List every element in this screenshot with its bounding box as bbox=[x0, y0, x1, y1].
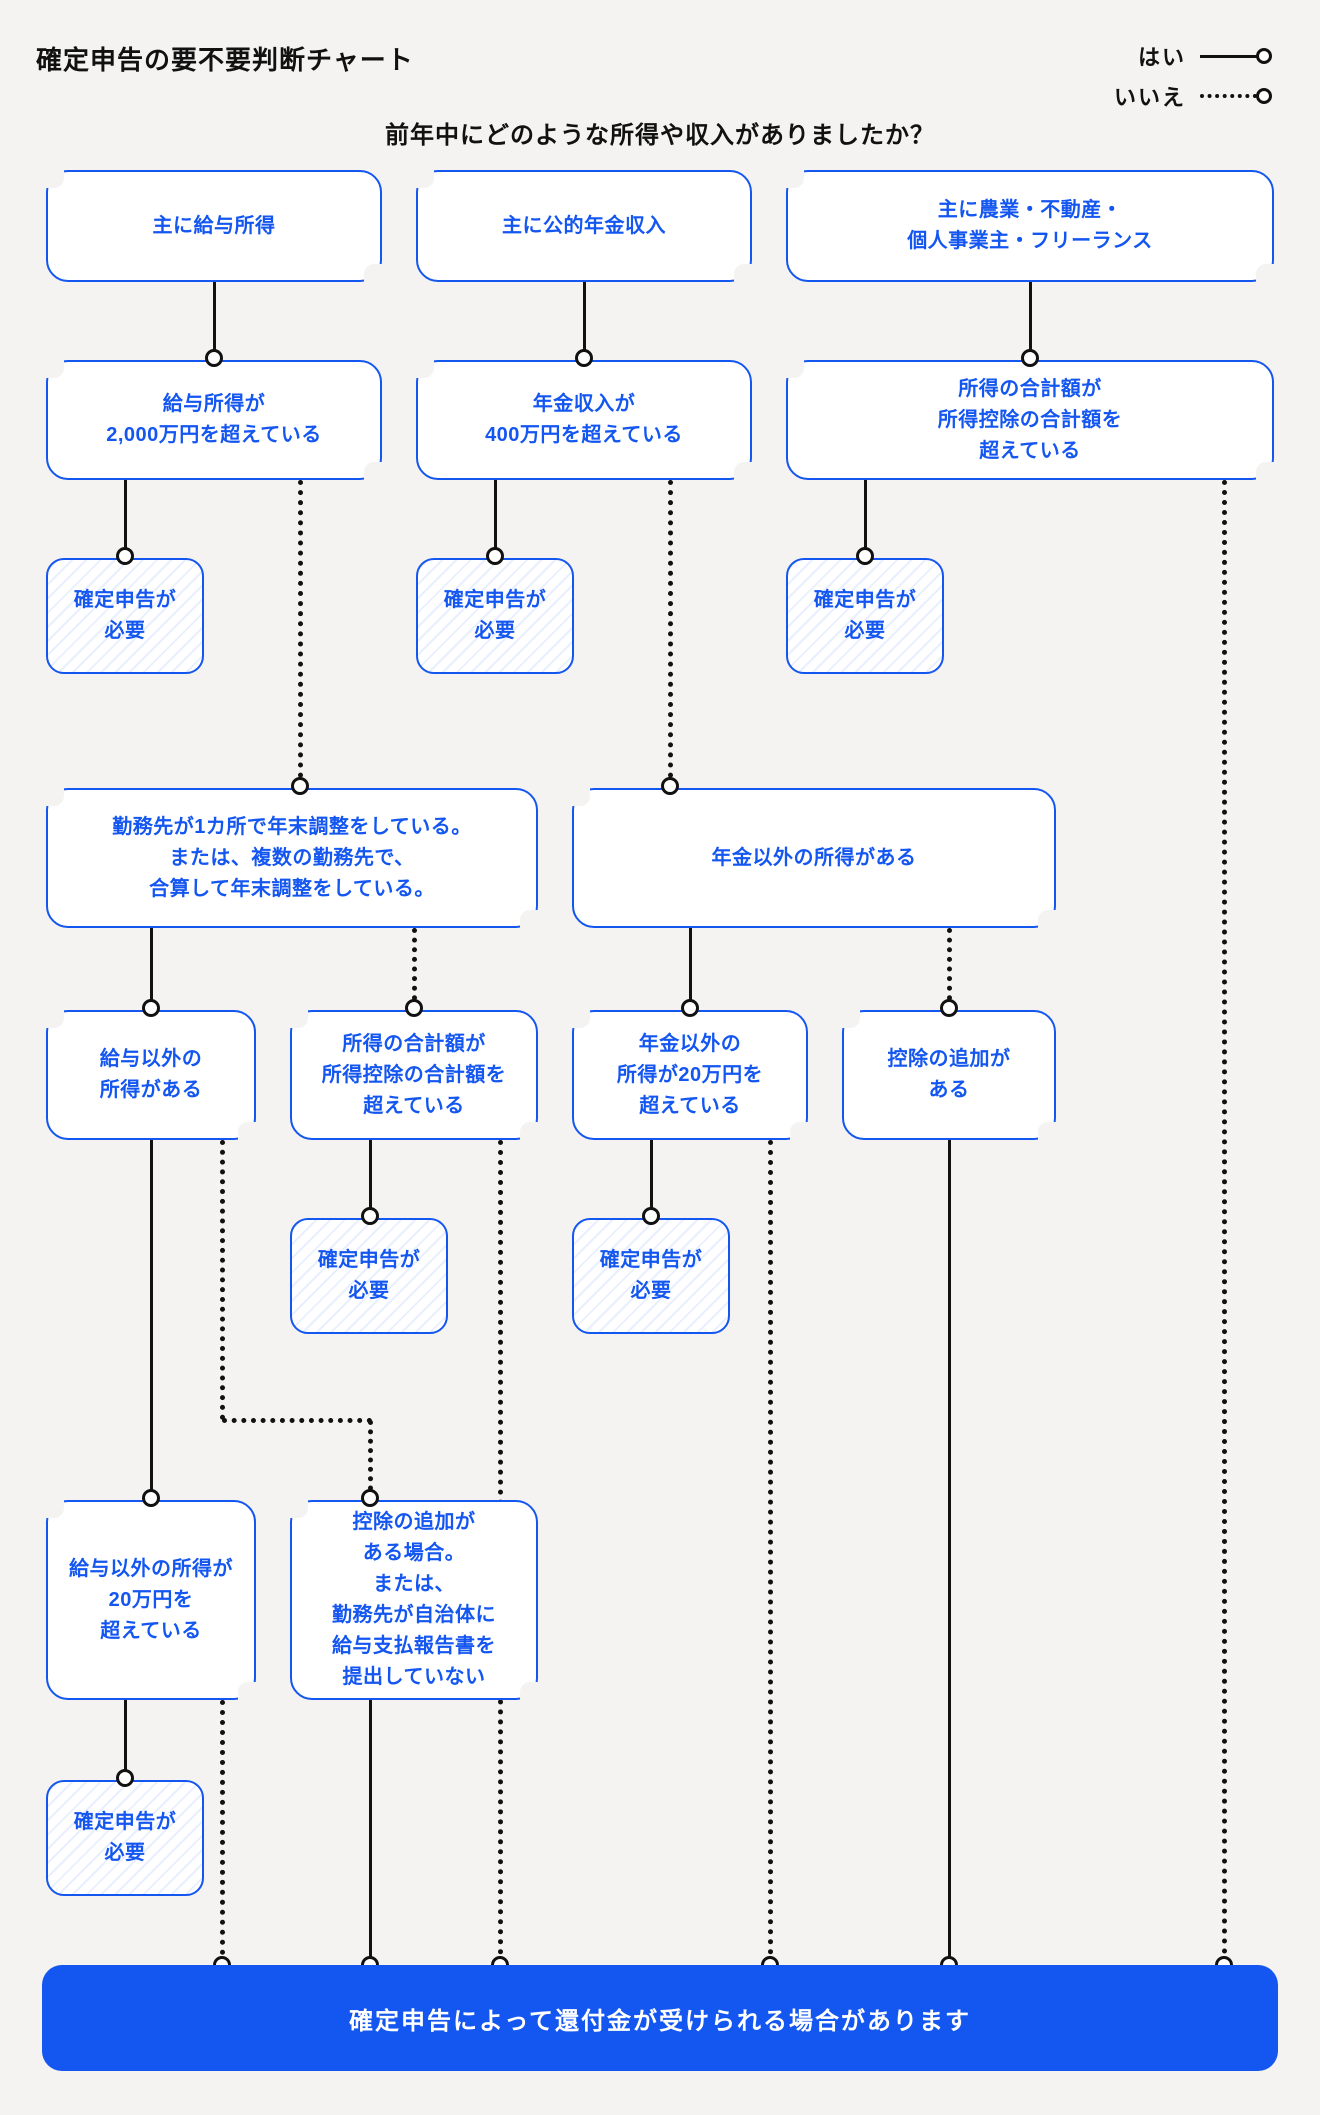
node-text: 所得の合計額が 所得控除の合計額を 超えている bbox=[304, 1019, 525, 1132]
result-node: 確定申告が 必要 bbox=[46, 558, 204, 674]
connector-dot bbox=[291, 777, 309, 795]
node-text: 所得の合計額が 所得控除の合計額を 超えている bbox=[920, 364, 1141, 477]
bottom-bar: 確定申告によって還付金が受けられる場合があります bbox=[42, 1965, 1278, 2071]
node-text: 控除の追加が ある bbox=[870, 1034, 1029, 1116]
result-node: 確定申告が 必要 bbox=[290, 1218, 448, 1334]
node-text: 控除の追加が ある場合。 または、 勤務先が自治体に 給与支払報告書を 提出して… bbox=[314, 1497, 514, 1703]
legend-dotted-line bbox=[1200, 88, 1272, 104]
connector-dot bbox=[116, 1769, 134, 1787]
legend-yes-label: はい bbox=[1138, 40, 1186, 72]
edge bbox=[150, 928, 153, 1010]
edge bbox=[220, 1700, 225, 1965]
connector-dot bbox=[940, 999, 958, 1017]
connector-dot bbox=[142, 1489, 160, 1507]
decision-node: 主に給与所得 bbox=[46, 170, 382, 282]
decision-node: 年金以外の 所得が20万円を 超えている bbox=[572, 1010, 808, 1140]
decision-node: 年金収入が 400万円を超えている bbox=[416, 360, 752, 480]
node-text: 年金以外の所得がある bbox=[694, 833, 935, 884]
connector-dot bbox=[486, 547, 504, 565]
connector-dot bbox=[405, 999, 423, 1017]
node-text: 確定申告が 必要 bbox=[582, 1235, 721, 1317]
connector-dot bbox=[661, 777, 679, 795]
edge bbox=[689, 928, 692, 1010]
decision-node: 給与所得が 2,000万円を超えている bbox=[46, 360, 382, 480]
node-text: 給与以外の所得が 20万円を 超えている bbox=[51, 1544, 251, 1657]
legend-no: いいえ bbox=[1114, 80, 1272, 112]
decision-node: 勤務先が1カ所で年末調整をしている。 または、複数の勤務先で、 合算して年末調整… bbox=[46, 788, 538, 928]
decision-node: 主に公的年金収入 bbox=[416, 170, 752, 282]
node-text: 確定申告が 必要 bbox=[300, 1235, 439, 1317]
node-text: 年金以外の 所得が20万円を 超えている bbox=[599, 1019, 781, 1132]
result-node: 確定申告が 必要 bbox=[572, 1218, 730, 1334]
edge bbox=[768, 1140, 773, 1965]
decision-node: 給与以外の所得が 20万円を 超えている bbox=[46, 1500, 256, 1700]
decision-node: 控除の追加が ある bbox=[842, 1010, 1056, 1140]
start-question: 前年中にどのような所得や収入がありましたか？ bbox=[0, 115, 1320, 150]
node-text: 給与所得が 2,000万円を超えている bbox=[88, 379, 340, 461]
node-text: 年金収入が 400万円を超えている bbox=[467, 379, 701, 461]
legend-solid-line bbox=[1200, 48, 1272, 64]
edge bbox=[948, 1140, 951, 1965]
edge bbox=[412, 928, 417, 1010]
edge bbox=[369, 1700, 372, 1965]
node-text: 給与以外の 所得がある bbox=[82, 1034, 221, 1116]
connector-dot bbox=[361, 1489, 379, 1507]
node-text: 確定申告が 必要 bbox=[56, 575, 195, 657]
legend-yes: はい bbox=[1114, 40, 1272, 72]
edge bbox=[220, 1140, 225, 1420]
node-text: 主に給与所得 bbox=[135, 201, 294, 252]
connector-dot bbox=[142, 999, 160, 1017]
legend: はい いいえ bbox=[1114, 40, 1272, 120]
connector-dot bbox=[575, 349, 593, 367]
node-text: 主に農業・不動産・ 個人事業主・フリーランス bbox=[889, 185, 1171, 267]
node-text: 確定申告が 必要 bbox=[426, 575, 565, 657]
result-node: 確定申告が 必要 bbox=[786, 558, 944, 674]
legend-no-label: いいえ bbox=[1114, 80, 1186, 112]
edge bbox=[150, 1140, 153, 1500]
connector-dot bbox=[856, 547, 874, 565]
node-text: 確定申告が 必要 bbox=[796, 575, 935, 657]
edge bbox=[124, 1700, 127, 1780]
edge bbox=[222, 1418, 372, 1423]
edge bbox=[947, 928, 952, 1010]
result-node: 確定申告が 必要 bbox=[416, 558, 574, 674]
decision-node: 控除の追加が ある場合。 または、 勤務先が自治体に 給与支払報告書を 提出して… bbox=[290, 1500, 538, 1700]
decision-node: 給与以外の 所得がある bbox=[46, 1010, 256, 1140]
node-text: 勤務先が1カ所で年末調整をしている。 または、複数の勤務先で、 合算して年末調整… bbox=[94, 802, 490, 915]
page-title: 確定申告の要不要判断チャート bbox=[36, 40, 414, 77]
edge bbox=[668, 480, 673, 788]
connector-dot bbox=[642, 1207, 660, 1225]
result-node: 確定申告が 必要 bbox=[46, 1780, 204, 1896]
edge bbox=[298, 480, 303, 788]
decision-node: 主に農業・不動産・ 個人事業主・フリーランス bbox=[786, 170, 1274, 282]
node-text: 確定申告が 必要 bbox=[56, 1797, 195, 1879]
connector-dot bbox=[361, 1207, 379, 1225]
connector-dot bbox=[681, 999, 699, 1017]
connector-dot bbox=[205, 349, 223, 367]
connector-dot bbox=[1021, 349, 1039, 367]
connector-dot bbox=[116, 547, 134, 565]
bottom-bar-text: 確定申告によって還付金が受けられる場合があります bbox=[349, 2001, 971, 2036]
decision-node: 年金以外の所得がある bbox=[572, 788, 1056, 928]
decision-node: 所得の合計額が 所得控除の合計額を 超えている bbox=[290, 1010, 538, 1140]
edge bbox=[368, 1420, 373, 1500]
edge bbox=[1222, 480, 1227, 1965]
node-text: 主に公的年金収入 bbox=[484, 201, 684, 252]
decision-node: 所得の合計額が 所得控除の合計額を 超えている bbox=[786, 360, 1274, 480]
